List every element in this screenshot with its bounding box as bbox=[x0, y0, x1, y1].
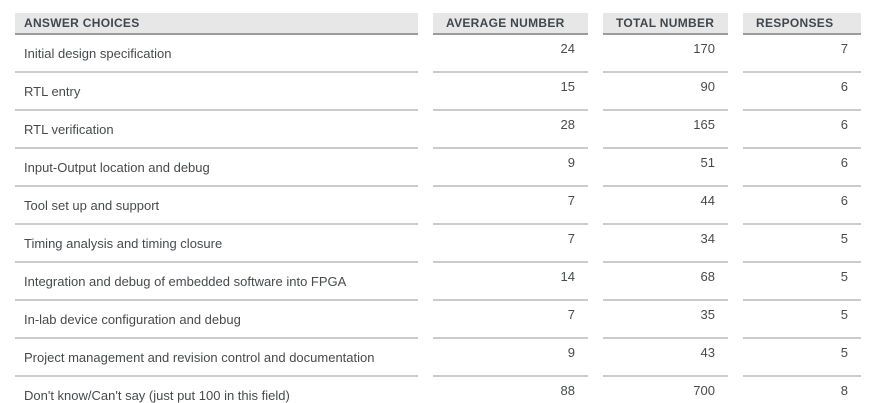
table-row: Input-Output location and debug 9 51 6 bbox=[15, 149, 861, 187]
average-number-value: 9 bbox=[433, 339, 588, 377]
total-number-value: 170 bbox=[603, 35, 728, 73]
total-number-value: 35 bbox=[603, 301, 728, 339]
table-row: RTL verification 28 165 6 bbox=[15, 111, 861, 149]
total-number-value: 43 bbox=[603, 339, 728, 377]
table-row: Project management and revision control … bbox=[15, 339, 861, 377]
total-number-value: 90 bbox=[603, 73, 728, 111]
responses-value: 5 bbox=[743, 225, 861, 263]
average-number-value: 14 bbox=[433, 263, 588, 301]
responses-value: 5 bbox=[743, 263, 861, 301]
table-row: Don't know/Can't say (just put 100 in th… bbox=[15, 377, 861, 403]
total-number-value: 165 bbox=[603, 111, 728, 149]
answer-choice-label: Tool set up and support bbox=[15, 187, 418, 225]
responses-value: 6 bbox=[743, 73, 861, 111]
answer-choice-label: Project management and revision control … bbox=[15, 339, 418, 377]
table-body: Initial design specification 24 170 7 RT… bbox=[15, 35, 861, 403]
answer-choice-label: RTL entry bbox=[15, 73, 418, 111]
average-number-value: 7 bbox=[433, 301, 588, 339]
column-header-average-number: AVERAGE NUMBER bbox=[433, 13, 588, 35]
average-number-value: 7 bbox=[433, 187, 588, 225]
average-number-value: 9 bbox=[433, 149, 588, 187]
table-row: In-lab device configuration and debug 7 … bbox=[15, 301, 861, 339]
total-number-value: 700 bbox=[693, 383, 715, 398]
table-header-row: ANSWER CHOICES AVERAGE NUMBER TOTAL NUMB… bbox=[15, 13, 861, 35]
answer-choice-label: Timing analysis and timing closure bbox=[15, 225, 418, 263]
answer-choice-label: Input-Output location and debug bbox=[15, 149, 418, 187]
table-header: ANSWER CHOICES AVERAGE NUMBER TOTAL NUMB… bbox=[15, 13, 861, 35]
responses-value: 6 bbox=[743, 149, 861, 187]
average-number-value: 88 bbox=[560, 383, 575, 398]
table-row: Tool set up and support 7 44 6 bbox=[15, 187, 861, 225]
average-number-value: 28 bbox=[433, 111, 588, 149]
survey-results-table: ANSWER CHOICES AVERAGE NUMBER TOTAL NUMB… bbox=[0, 13, 876, 403]
average-number-value: 7 bbox=[433, 225, 588, 263]
responses-value: 5 bbox=[743, 339, 861, 377]
responses-value: 7 bbox=[743, 35, 861, 73]
column-header-answer-choices: ANSWER CHOICES bbox=[15, 13, 418, 35]
responses-value: 5 bbox=[743, 301, 861, 339]
column-header-responses: RESPONSES bbox=[743, 13, 861, 35]
table-row: Initial design specification 24 170 7 bbox=[15, 35, 861, 73]
table-row: RTL entry 15 90 6 bbox=[15, 73, 861, 111]
total-number-value: 44 bbox=[603, 187, 728, 225]
answer-choice-label: Integration and debug of embedded softwa… bbox=[15, 263, 418, 301]
answer-choice-label: In-lab device configuration and debug bbox=[15, 301, 418, 339]
average-number-value: 24 bbox=[433, 35, 588, 73]
total-number-value: 34 bbox=[603, 225, 728, 263]
responses-value: 8 bbox=[840, 383, 848, 398]
responses-value: 6 bbox=[743, 111, 861, 149]
column-header-total-number: TOTAL NUMBER bbox=[603, 13, 728, 35]
table-row: Timing analysis and timing closure 7 34 … bbox=[15, 225, 861, 263]
answer-choice-label: Don't know/Can't say (just put 100 in th… bbox=[24, 387, 290, 403]
average-number-value: 15 bbox=[433, 73, 588, 111]
answer-choice-label: Initial design specification bbox=[15, 35, 418, 73]
total-number-value: 68 bbox=[603, 263, 728, 301]
responses-value: 6 bbox=[743, 187, 861, 225]
answer-choice-label: RTL verification bbox=[15, 111, 418, 149]
total-number-value: 51 bbox=[603, 149, 728, 187]
table-row: Integration and debug of embedded softwa… bbox=[15, 263, 861, 301]
